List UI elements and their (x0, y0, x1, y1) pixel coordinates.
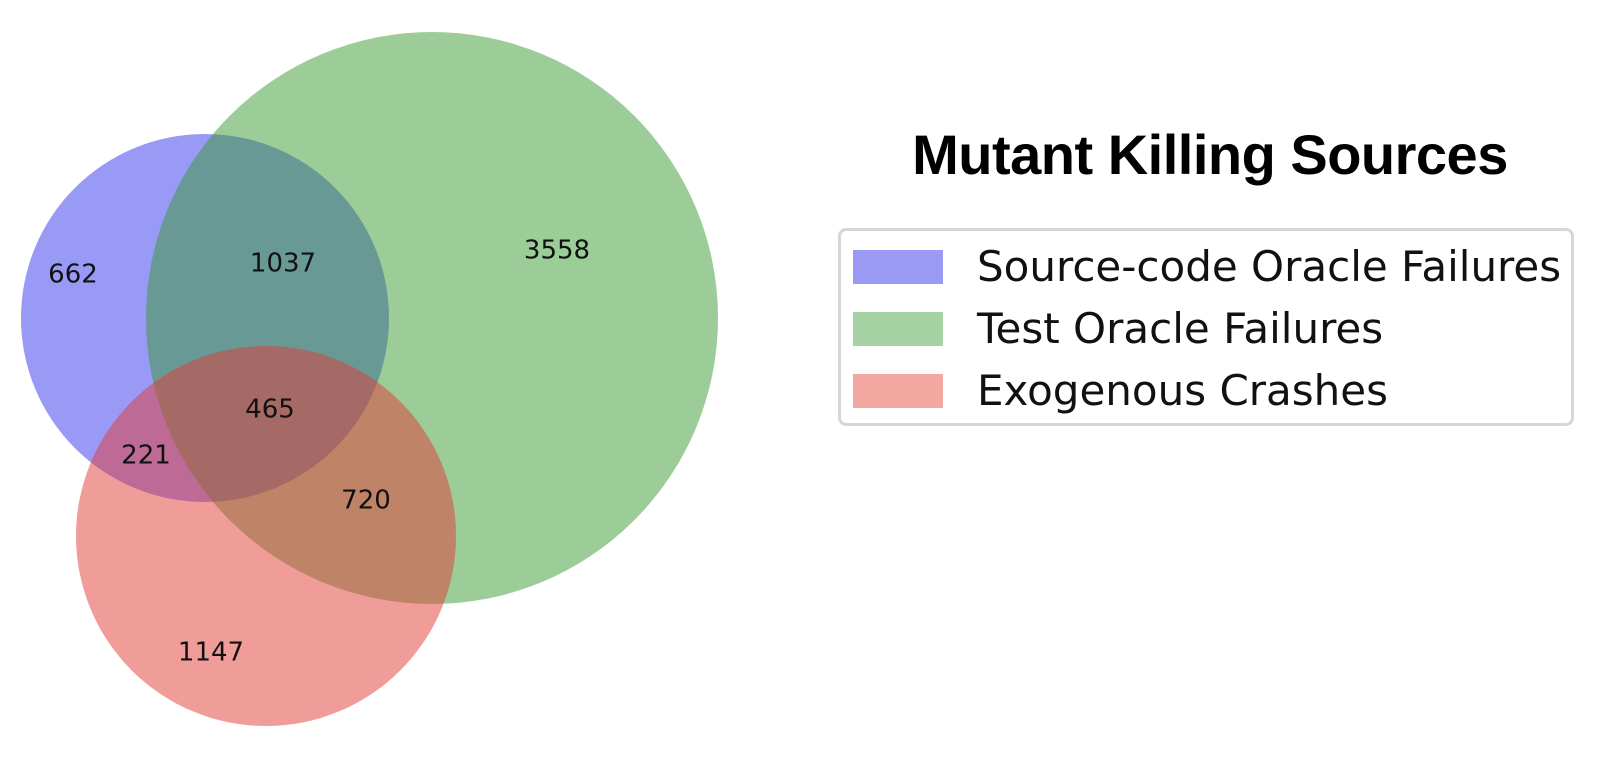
region-label-221: 221 (121, 441, 171, 471)
legend-item-exogenous: Exogenous Crashes (853, 366, 1389, 415)
chart-title: Mutant Killing Sources (912, 123, 1508, 186)
legend-swatch-exogenous (853, 374, 943, 408)
region-label-3558: 3558 (524, 236, 590, 266)
venn-circles (21, 32, 718, 726)
legend-item-test-oracle: Test Oracle Failures (853, 304, 1384, 353)
circle-exogenous-crashes (76, 346, 456, 726)
legend-label-exogenous: Exogenous Crashes (977, 366, 1389, 415)
region-label-662: 662 (48, 260, 98, 290)
legend-label-source-code: Source-code Oracle Failures (977, 242, 1562, 291)
legend-swatch-test-oracle (853, 312, 943, 346)
region-label-1147: 1147 (178, 638, 244, 668)
region-label-720: 720 (341, 486, 391, 516)
venn-diagram: 662 3558 1147 1037 221 720 465 (21, 32, 718, 726)
legend-swatch-source-code (853, 250, 943, 284)
legend-item-source-code: Source-code Oracle Failures (853, 242, 1562, 291)
region-label-1037: 1037 (250, 249, 316, 279)
venn-region-labels: 662 3558 1147 1037 221 720 465 (48, 236, 590, 668)
region-label-465: 465 (245, 395, 295, 425)
legend: Source-code Oracle Failures Test Oracle … (838, 228, 1574, 426)
legend-label-test-oracle: Test Oracle Failures (977, 304, 1384, 353)
